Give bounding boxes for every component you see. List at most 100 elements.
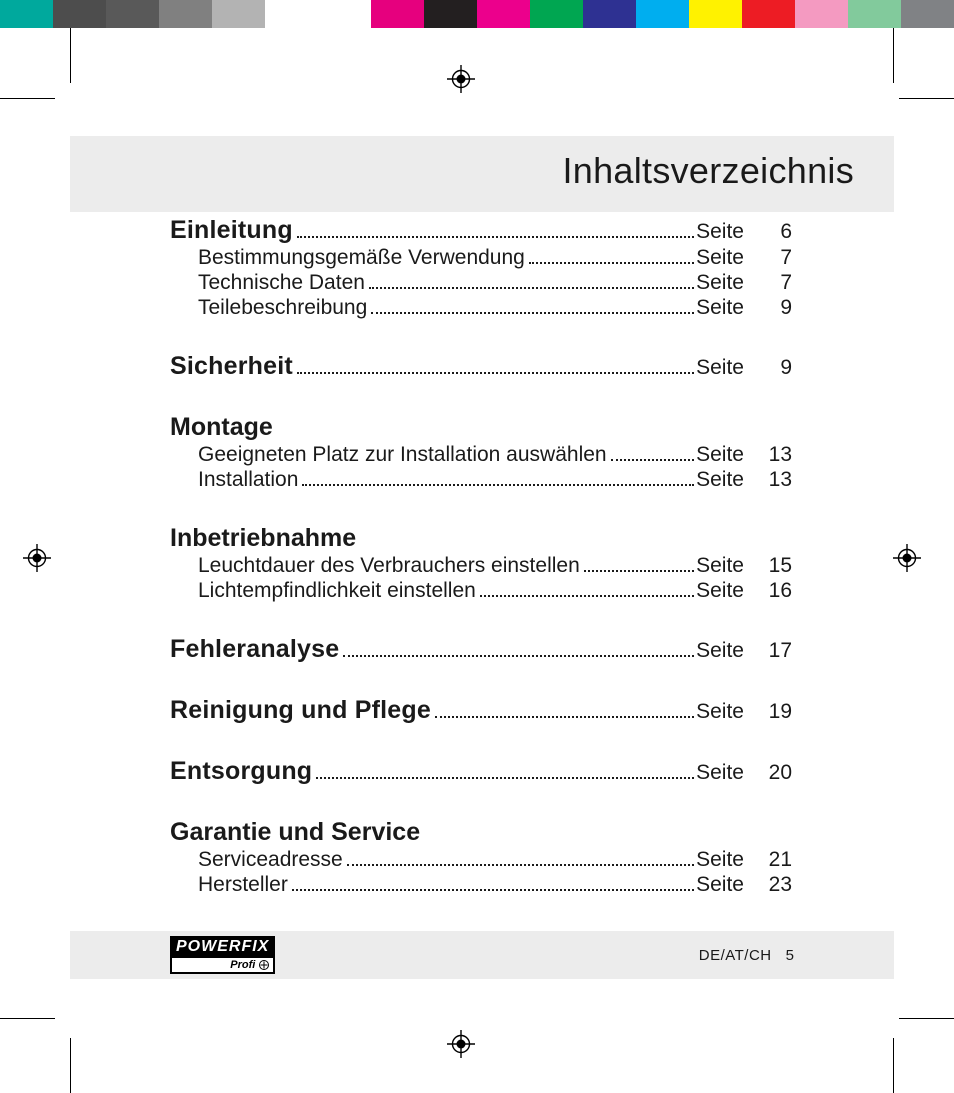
toc-page-word: Seite [696,444,744,465]
toc-page-number: 19 [744,701,792,722]
toc-sub-row: Leuchtdauer des Verbrauchers einstellen S… [170,555,792,576]
footer-band: POWERFIX Profi DE/AT/CH 5 [70,931,894,979]
toc-page-word: Seite [696,701,744,722]
registration-mark-icon [893,544,921,572]
toc-sub-label: Leuchtdauer des Verbrauchers einstellen [170,555,580,576]
toc-page-word: Seite [696,272,744,293]
toc-sub-label: Hersteller [170,874,288,895]
toc-section: SicherheitSeite9 [170,354,792,379]
toc-heading: Garantie und Service [170,820,792,845]
crop-mark [893,1038,894,1093]
color-swatch [424,0,477,28]
toc-sub-row: Teilebeschreibung Seite9 [170,297,792,318]
toc-leaders [343,654,694,657]
toc-heading: Montage [170,415,792,440]
toc-page-word: Seite [696,221,744,242]
toc-heading: Entsorgung [170,759,312,784]
color-swatch [477,0,530,28]
toc-sub-row: Serviceadresse Seite21 [170,849,792,870]
brand-logo-bottom-text: Profi [230,959,255,971]
toc-sub-row: Geeigneten Platz zur Installation auswäh… [170,444,792,465]
color-swatch [848,0,901,28]
printer-color-bar [0,0,954,28]
brand-logo-bottom: Profi [170,958,275,974]
color-swatch [212,0,265,28]
toc-leaders [529,261,694,264]
toc-leaders [302,483,694,486]
toc-section: Montage Geeigneten Platz zur Installation… [170,415,792,490]
toc-page-number: 16 [744,580,792,601]
color-swatch [159,0,212,28]
toc-heading-row: SicherheitSeite9 [170,354,792,379]
toc-page-word: Seite [696,297,744,318]
color-swatch [53,0,106,28]
toc-page-number: 13 [744,444,792,465]
toc-page-word: Seite [696,640,744,661]
toc-sub-label: Installation [170,469,298,490]
toc-page-word: Seite [696,849,744,870]
toc-heading-row: FehleranalyseSeite17 [170,637,792,662]
color-swatch [318,0,371,28]
toc-page-number: 21 [744,849,792,870]
color-swatch [0,0,53,28]
toc-page-word: Seite [696,762,744,783]
toc-page-number: 9 [744,297,792,318]
toc-page-number: 7 [744,247,792,268]
toc-section: Entsorgung Seite20 [170,759,792,784]
color-swatch [901,0,954,28]
registration-mark-icon [447,1030,475,1058]
toc-page-number: 17 [744,640,792,661]
toc-sub-row: Bestimmungsgemäße VerwendungSeite7 [170,247,792,268]
table-of-contents: EinleitungSeite6Bestimmungsgemäße Verwen… [170,218,792,895]
toc-heading: Einleitung [170,218,293,243]
registration-mark-icon [447,65,475,93]
toc-section: Garantie und Service Serviceadresse Seite2… [170,820,792,895]
crop-mark [893,28,894,83]
color-swatch [795,0,848,28]
toc-page-number: 15 [744,555,792,576]
registration-mark-icon [23,544,51,572]
toc-page-word: Seite [696,469,744,490]
toc-page-word: Seite [696,580,744,601]
toc-page-number: 6 [744,221,792,242]
crop-mark [0,1018,55,1019]
page-body: Inhaltsverzeichnis EinleitungSeite6Besti… [0,28,954,1093]
toc-leaders [297,371,694,374]
toc-heading: Sicherheit [170,354,293,379]
toc-sub-label: Teilebeschreibung [170,297,367,318]
toc-heading-row: Einleitung Seite6 [170,218,792,243]
toc-page-word: Seite [696,555,744,576]
toc-leaders [480,594,694,597]
toc-heading: Inbetriebnahme [170,526,792,551]
toc-section: FehleranalyseSeite17 [170,637,792,662]
footer-page-number: 5 [786,947,794,964]
toc-page-number: 9 [744,357,792,378]
color-swatch [265,0,318,28]
toc-page-number: 7 [744,272,792,293]
toc-section: Inbetriebnahme Leuchtdauer des Verbrauche… [170,526,792,601]
toc-leaders [371,311,694,314]
toc-page-word: Seite [696,247,744,268]
toc-page-number: 20 [744,762,792,783]
color-swatch [742,0,795,28]
toc-sub-row: Installation Seite13 [170,469,792,490]
toc-leaders [347,863,694,866]
crop-mark [70,1038,71,1093]
toc-leaders [369,286,694,289]
toc-page-number: 13 [744,469,792,490]
toc-leaders [292,888,694,891]
crop-mark [899,1018,954,1019]
toc-heading-row: Reinigung und PflegeSeite19 [170,698,792,723]
crop-mark [70,28,71,83]
toc-section: Reinigung und PflegeSeite19 [170,698,792,723]
toc-sub-label: Serviceadresse [170,849,343,870]
color-swatch [583,0,636,28]
toc-page-number: 23 [744,874,792,895]
toc-leaders [316,776,694,779]
brand-logo: POWERFIX Profi [170,936,275,974]
toc-sub-row: HerstellerSeite23 [170,874,792,895]
color-swatch [530,0,583,28]
toc-leaders [297,235,694,238]
crop-mark [899,98,954,99]
toc-leaders [435,715,694,718]
